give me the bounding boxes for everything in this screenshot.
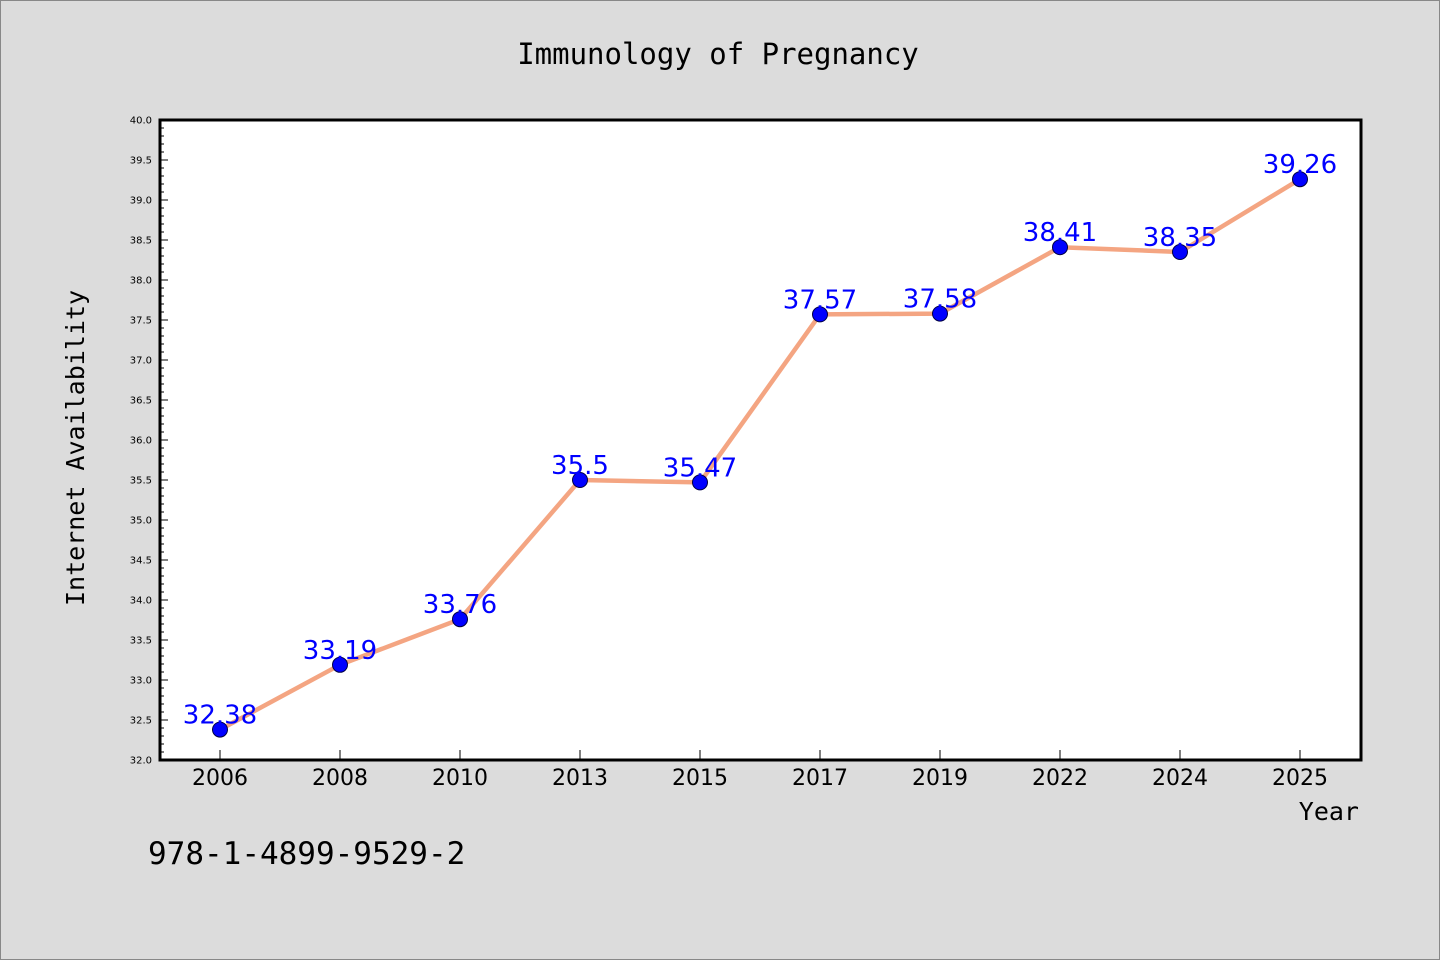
y-axis-label: Internet Availability (61, 290, 90, 606)
data-point-marker (212, 721, 228, 738)
markers-group (212, 171, 1308, 738)
x-tick-label: 2008 (312, 766, 368, 791)
data-point-marker (1292, 171, 1308, 188)
data-label: 39.26 (1263, 150, 1337, 180)
x-tick-label: 2025 (1272, 766, 1328, 791)
data-label: 38.35 (1143, 223, 1217, 253)
data-point-marker (1172, 244, 1188, 260)
series-line (217, 176, 1303, 732)
y-tick-label: 38.0 (130, 276, 152, 287)
data-point-marker (572, 472, 588, 488)
y-tick-label: 33.0 (130, 676, 152, 687)
x-tick-label: 2019 (912, 766, 968, 791)
y-tick-label: 35.0 (130, 516, 152, 527)
data-label: 33.76 (423, 590, 497, 620)
y-axis: 32.0 32.5 33.0 33.5 34.0 34.5 35.0 35.5 36.0 36.5… (130, 116, 168, 767)
y-tick-label: 36.5 (130, 396, 152, 407)
y-tick-label: 33.5 (130, 636, 152, 647)
x-tick-label: 2015 (672, 766, 728, 791)
y-tick-label: 37.0 (130, 356, 152, 367)
x-tick-label: 2022 (1032, 766, 1088, 791)
x-axis: 2006 2008 2010 2013 2015 2017 2019 2022 2024 2025 (192, 750, 1328, 791)
data-point-marker (452, 611, 468, 628)
y-tick-label: 39.5 (130, 156, 152, 167)
data-label: 33.19 (303, 636, 377, 666)
data-point-marker (692, 474, 708, 491)
y-tick-label: 32.5 (130, 716, 152, 727)
y-tick-label: 40.0 (130, 116, 152, 127)
y-tick-label: 34.0 (130, 596, 152, 607)
data-point-marker (1052, 239, 1068, 256)
chart-title: Immunology of Pregnancy (517, 37, 919, 71)
plot-area (158, 118, 1363, 762)
data-labels-group: 32.38 33.19 33.76 35.5 35.47 37.57 37.58 38.41 3… (183, 150, 1337, 730)
y-tick-label: 38.5 (130, 236, 152, 247)
y-tick-label: 39.0 (130, 196, 152, 207)
data-point-marker (332, 656, 348, 673)
x-tick-label: 2017 (792, 766, 848, 791)
x-tick-label: 2024 (1152, 766, 1208, 791)
y-tick-label: 37.5 (130, 316, 152, 327)
series-line-group (217, 176, 1303, 732)
footer-isbn: 978-1-4899-9529-2 (148, 836, 465, 872)
data-point-marker (812, 306, 828, 323)
data-label: 35.47 (663, 453, 737, 483)
y-tick-label: 32.0 (130, 756, 152, 767)
y-tick-label: 35.5 (130, 476, 152, 487)
x-tick-label: 2010 (432, 766, 488, 791)
y-tick-label: 34.5 (130, 556, 152, 567)
data-point-marker (932, 305, 948, 322)
data-label: 32.38 (183, 701, 257, 731)
data-label: 37.57 (783, 285, 857, 315)
data-label: 38.41 (1023, 218, 1097, 248)
data-label: 37.58 (903, 285, 977, 315)
x-tick-label: 2013 (552, 766, 608, 791)
y-tick-label: 36.0 (130, 436, 152, 447)
x-tick-label: 2006 (192, 766, 248, 791)
x-axis-label: Year (1299, 797, 1359, 826)
data-label: 35.5 (551, 451, 609, 481)
